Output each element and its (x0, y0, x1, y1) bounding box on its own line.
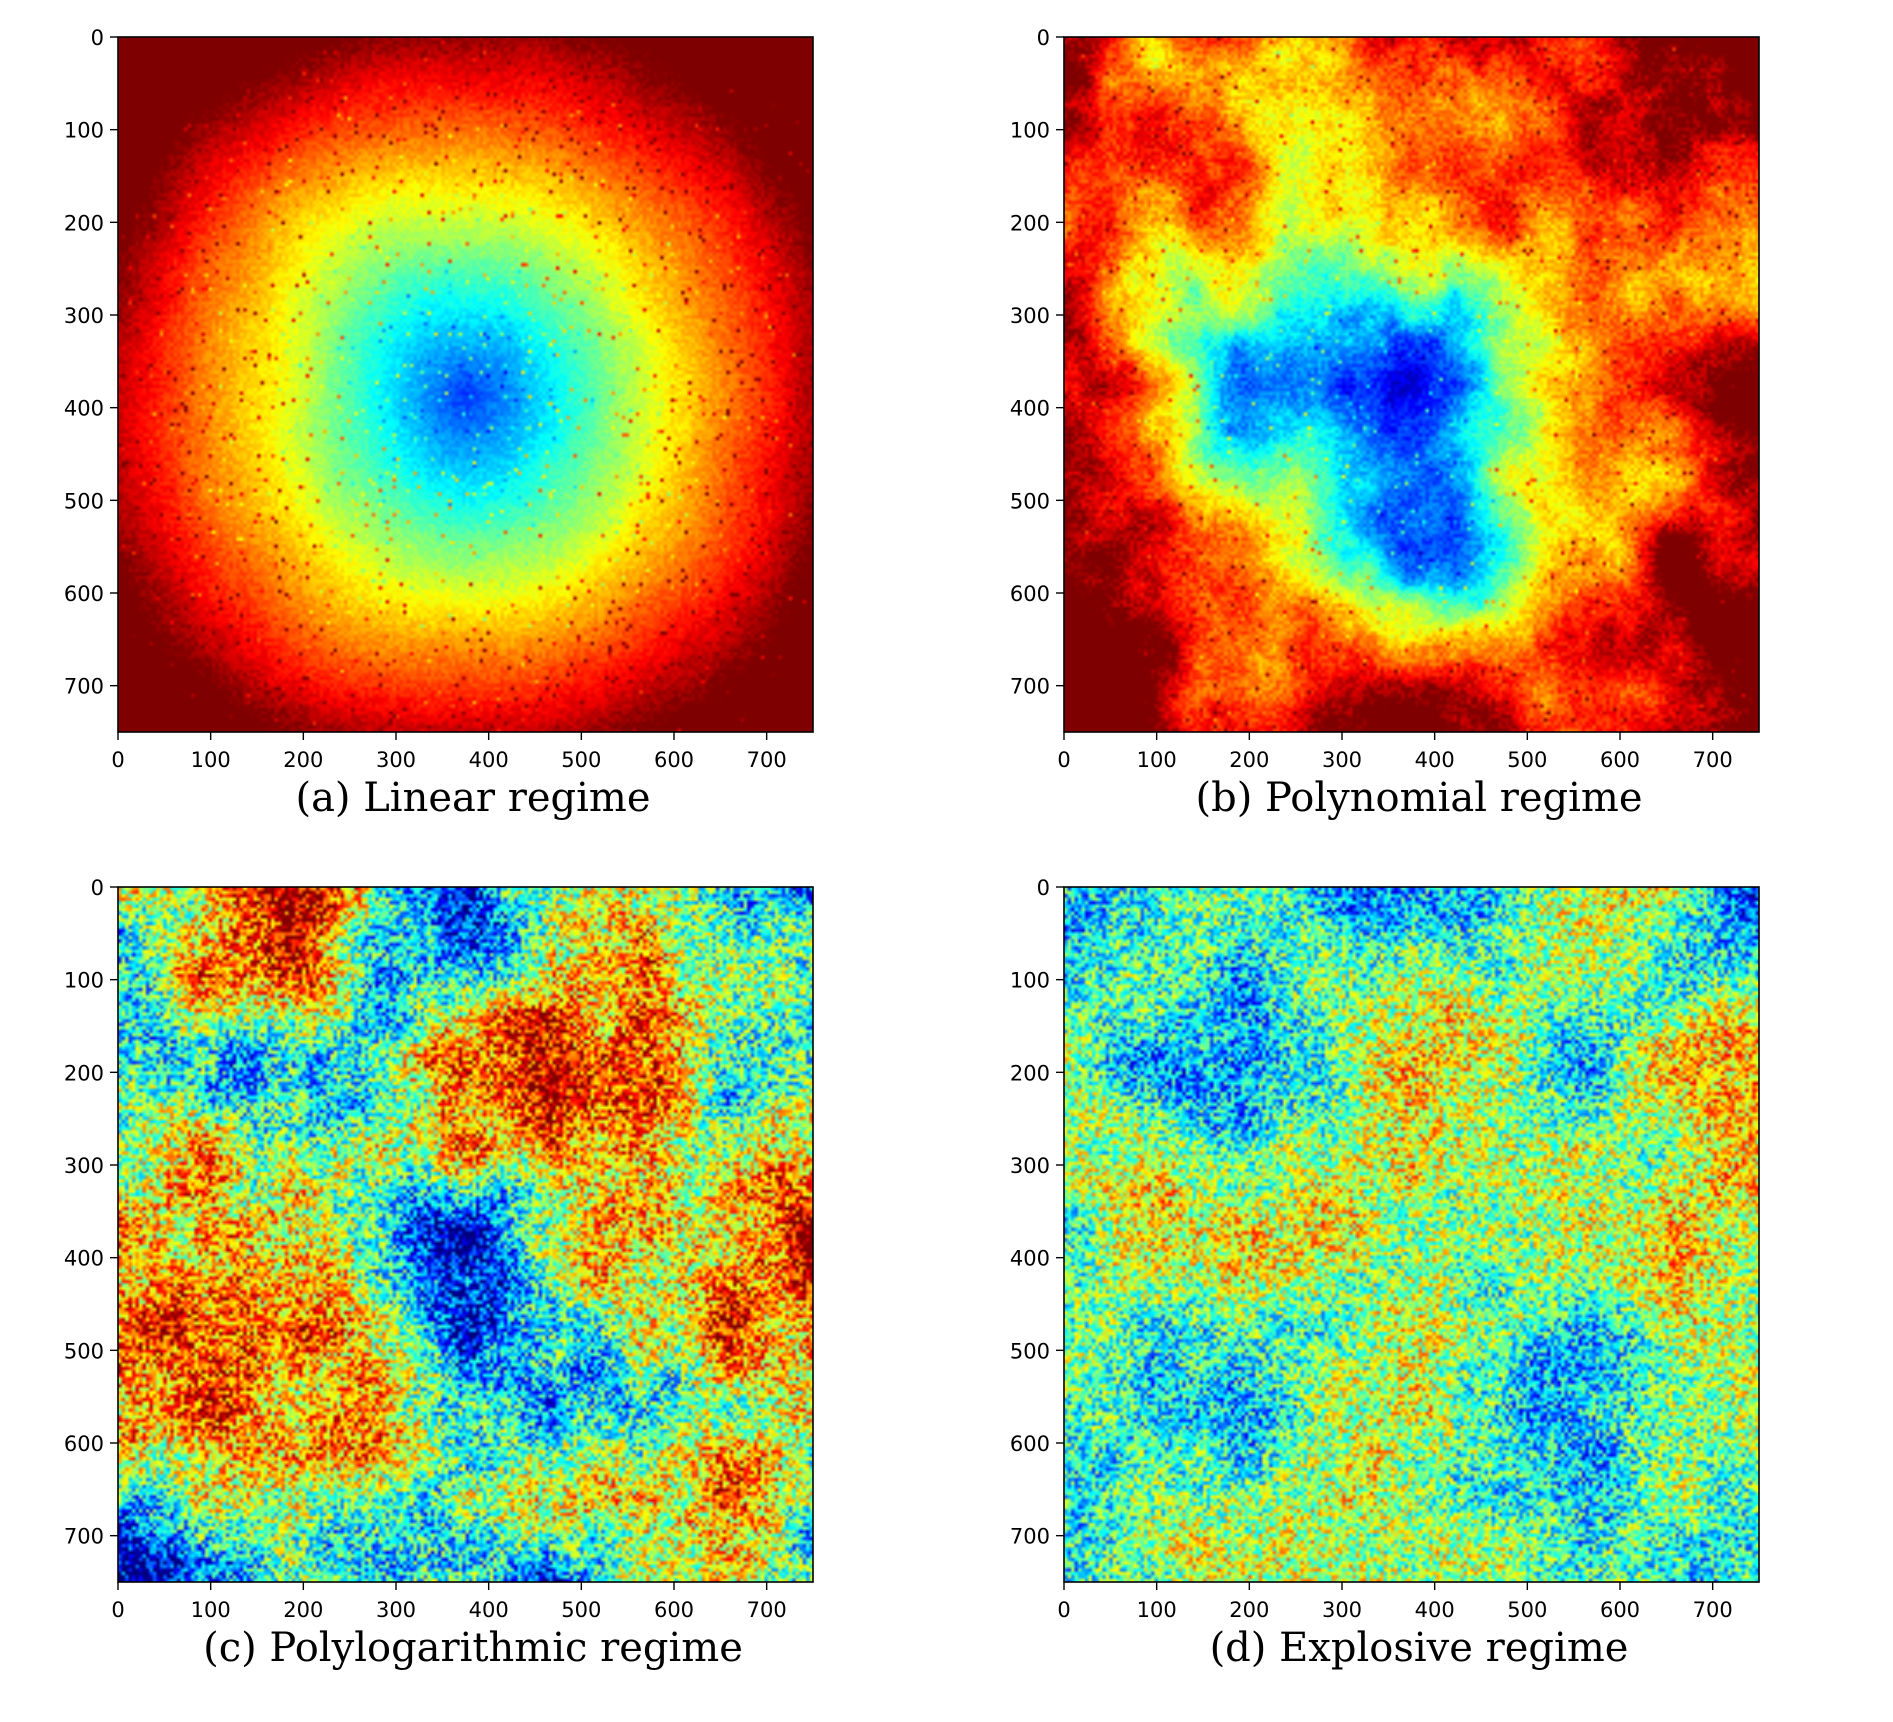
panel-caption: (d) Explosive regime (1209, 1625, 1629, 1671)
axes-frame (117, 36, 814, 733)
heatmap-explosive-regime: 0 100 200 300 400 500 600 700 0 100 200 300 400 500 60… (1010, 876, 1760, 1622)
y-tick-label: 700 (64, 1525, 104, 1549)
x-tick-label: 400 (1415, 748, 1455, 772)
x-tick-label: 200 (283, 1598, 323, 1622)
y-tick-label: 300 (1010, 304, 1050, 328)
y-tick-label: 200 (64, 211, 104, 235)
axes-frame (117, 886, 814, 1583)
panel-polylogarithmic-regime: 0 100 200 300 400 500 600 700 0 100 200 300 400 500 60… (0, 861, 946, 1722)
y-tick-label: 100 (1010, 119, 1050, 143)
y-tick-label: 0 (1037, 26, 1050, 50)
heatmap-image (118, 37, 813, 732)
y-tick-label: 200 (1010, 211, 1050, 235)
y-tick-label: 100 (1010, 969, 1050, 993)
y-tick-label: 200 (1010, 1061, 1050, 1085)
y-tick-label: 500 (64, 1339, 104, 1363)
x-tick-label: 500 (561, 1598, 601, 1622)
panel-polynomial-regime: 0 100 200 300 400 500 600 700 0 100 200 300 400 500 60… (946, 0, 1892, 861)
x-tick-label: 100 (191, 748, 231, 772)
y-tick-label: 700 (64, 675, 104, 699)
panel-caption: (a) Linear regime (295, 775, 651, 821)
panel-explosive-regime: 0 100 200 300 400 500 600 700 0 100 200 300 400 500 60… (946, 861, 1892, 1722)
x-tick-label: 600 (1600, 748, 1640, 772)
x-tick-label: 500 (1507, 748, 1547, 772)
x-tick-label: 300 (1322, 1598, 1362, 1622)
panel-linear-regime: 0 100 200 300 400 500 600 700 0 100 200 300 400 500 60… (0, 0, 946, 861)
x-tick-label: 500 (561, 748, 601, 772)
x-tick-label: 300 (376, 1598, 416, 1622)
x-tick-label: 200 (1229, 748, 1269, 772)
panel-caption: (b) Polynomial regime (1195, 775, 1643, 821)
y-tick-label: 100 (64, 969, 104, 993)
x-tick-label: 600 (1600, 1598, 1640, 1622)
y-tick-label: 0 (91, 26, 104, 50)
x-tick-label: 100 (191, 1598, 231, 1622)
y-tick-label: 400 (1010, 397, 1050, 421)
x-tick-label: 100 (1137, 748, 1177, 772)
x-tick-label: 0 (1057, 748, 1070, 772)
y-tick-label: 0 (91, 876, 104, 900)
heatmap-polylogarithmic-regime: 0 100 200 300 400 500 600 700 0 100 200 300 400 500 60… (64, 876, 814, 1622)
x-tick-label: 600 (654, 1598, 694, 1622)
y-tick-label: 400 (64, 397, 104, 421)
y-tick-label: 500 (1010, 489, 1050, 513)
x-tick-label: 0 (111, 1598, 124, 1622)
x-tick-label: 200 (283, 748, 323, 772)
x-tick-label: 400 (469, 748, 509, 772)
x-tick-label: 700 (747, 748, 787, 772)
x-tick-label: 600 (654, 748, 694, 772)
x-tick-label: 700 (747, 1598, 787, 1622)
y-tick-label: 500 (1010, 1339, 1050, 1363)
x-tick-label: 700 (1693, 1598, 1733, 1622)
y-tick-label: 400 (1010, 1247, 1050, 1271)
y-tick-label: 700 (1010, 675, 1050, 699)
panel-caption: (c) Polylogarithmic regime (203, 1625, 743, 1671)
y-tick-label: 600 (1010, 1432, 1050, 1456)
y-tick-label: 300 (64, 304, 104, 328)
heatmap-image (1064, 887, 1759, 1582)
y-tick-label: 400 (64, 1247, 104, 1271)
x-tick-label: 700 (1693, 748, 1733, 772)
y-tick-label: 200 (64, 1061, 104, 1085)
y-tick-label: 0 (1037, 876, 1050, 900)
y-tick-label: 300 (64, 1154, 104, 1178)
x-tick-label: 400 (1415, 1598, 1455, 1622)
y-tick-label: 600 (64, 1432, 104, 1456)
y-tick-label: 100 (64, 119, 104, 143)
y-tick-label: 500 (64, 489, 104, 513)
y-tick-label: 600 (64, 582, 104, 606)
y-tick-label: 600 (1010, 582, 1050, 606)
x-tick-label: 300 (1322, 748, 1362, 772)
x-tick-label: 200 (1229, 1598, 1269, 1622)
x-tick-label: 300 (376, 748, 416, 772)
x-tick-label: 400 (469, 1598, 509, 1622)
y-tick-label: 300 (1010, 1154, 1050, 1178)
heatmap-linear-regime: 0 100 200 300 400 500 600 700 0 100 200 300 400 500 60… (64, 26, 814, 772)
y-tick-label: 700 (1010, 1525, 1050, 1549)
x-tick-label: 0 (111, 748, 124, 772)
heatmap-image (1064, 37, 1759, 732)
heatmap-polynomial-regime: 0 100 200 300 400 500 600 700 0 100 200 300 400 500 60… (1010, 26, 1760, 772)
axes-frame (1063, 36, 1760, 733)
x-tick-label: 100 (1137, 1598, 1177, 1622)
x-tick-label: 500 (1507, 1598, 1547, 1622)
heatmap-image (118, 887, 813, 1582)
axes-frame (1063, 886, 1760, 1583)
x-tick-label: 0 (1057, 1598, 1070, 1622)
